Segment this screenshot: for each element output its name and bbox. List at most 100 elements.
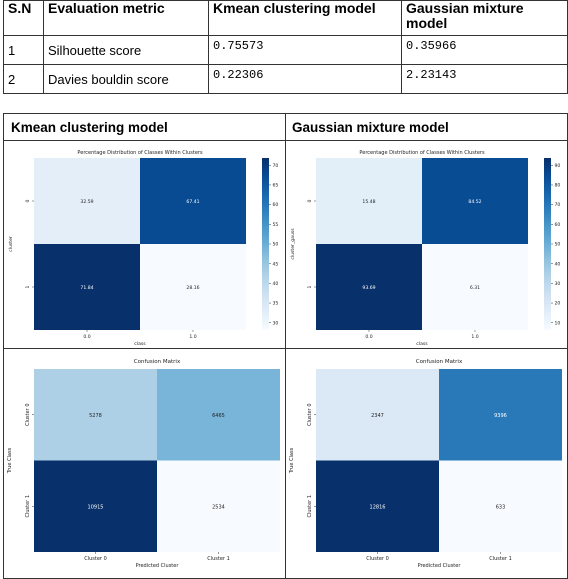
header-metric: Evaluation metric bbox=[43, 0, 209, 36]
right-panel-title: Gaussian mixture model bbox=[292, 120, 449, 135]
x-tick-label: 1.0 bbox=[471, 334, 478, 340]
row-sn: 2 bbox=[3, 64, 44, 94]
x-axis-label: class bbox=[134, 341, 146, 347]
x-axis-label: Predicted Cluster bbox=[136, 563, 180, 569]
kmean-confusion-matrix: Confusion Matrix 5278 6465 10915 2534 Cluster… bbox=[4, 349, 285, 578]
cell-value-label: 2347 bbox=[371, 413, 384, 419]
colorbar-tick-label: 80 bbox=[555, 183, 561, 189]
heatmap-title: Confusion Matrix bbox=[416, 359, 463, 365]
table-header-row: S.N Evaluation metric Kmean clustering m… bbox=[3, 0, 568, 36]
heatmap-cell bbox=[140, 158, 246, 244]
cell-value-label: 6.31 bbox=[470, 285, 480, 291]
colorbar-tick-label: 35 bbox=[273, 301, 279, 307]
gmm-percentage-heatmap: Percentage Distribution of Classes Withi… bbox=[286, 141, 567, 348]
row-metric: Silhouette score bbox=[43, 35, 209, 65]
cell-value-label: 12816 bbox=[370, 504, 386, 510]
heatmap-cell bbox=[439, 369, 562, 461]
y-tick-label: Cluster 0 bbox=[307, 403, 313, 426]
colorbar bbox=[262, 158, 269, 330]
cell-value-label: 6465 bbox=[212, 413, 225, 419]
colorbar-tick-label: 65 bbox=[273, 183, 279, 189]
row-sn: 1 bbox=[3, 35, 44, 65]
y-tick-label: 0 bbox=[25, 199, 31, 202]
heatmap-cell bbox=[34, 244, 140, 330]
heatmap-cell bbox=[157, 460, 280, 552]
y-tick-label: 1 bbox=[25, 285, 31, 288]
cell-value-label: 10915 bbox=[88, 504, 104, 510]
y-axis-label: cluster_gauss bbox=[290, 228, 296, 260]
cell-value-label: 84.52 bbox=[468, 199, 481, 205]
table-row: 2 Davies bouldin score 0.22306 2.23143 bbox=[3, 64, 568, 94]
row-gmm-value: 2.23143 bbox=[401, 64, 568, 94]
heatmap-svg: Confusion Matrix 5278 6465 10915 2534 Cluster… bbox=[7, 359, 280, 569]
cell-value-label: 28.16 bbox=[186, 285, 199, 291]
cell-value-label: 93.69 bbox=[362, 285, 375, 291]
cell-value-label: 32.59 bbox=[80, 199, 93, 205]
y-axis-label: True Class bbox=[289, 447, 295, 474]
heatmap-svg: Confusion Matrix 2347 9396 12816 633 Cluster … bbox=[289, 359, 562, 569]
colorbar-tick-label: 40 bbox=[273, 281, 279, 287]
cell-value-label: 71.84 bbox=[80, 285, 93, 291]
header-gmm: Gaussian mixture model bbox=[401, 0, 568, 36]
evaluation-metrics-table: S.N Evaluation metric Kmean clustering m… bbox=[3, 0, 568, 94]
heatmap-cell bbox=[316, 460, 439, 552]
colorbar-tick-label: 50 bbox=[273, 242, 279, 248]
y-axis-label: True Class bbox=[7, 447, 13, 474]
x-axis-label: class bbox=[416, 341, 428, 347]
x-tick-label: Cluster 1 bbox=[489, 556, 512, 562]
heatmap-cell bbox=[34, 369, 157, 461]
y-tick-label: 0 bbox=[307, 199, 313, 202]
colorbar bbox=[544, 158, 551, 330]
y-tick-label: Cluster 0 bbox=[25, 403, 31, 426]
colorbar-tick-label: 40 bbox=[555, 261, 561, 267]
colorbar-tick-label: 10 bbox=[555, 320, 561, 326]
heatmap-cell bbox=[316, 369, 439, 461]
left-panel-title: Kmean clustering model bbox=[11, 120, 168, 135]
y-tick-label: 1 bbox=[307, 285, 313, 288]
heatmap-svg: Percentage Distribution of Classes Withi… bbox=[290, 150, 561, 347]
figure-grid: Kmean clustering model Gaussian mixture … bbox=[3, 113, 568, 579]
heatmap-cell bbox=[422, 244, 528, 330]
colorbar-tick-label: 45 bbox=[273, 261, 279, 267]
row-kmean-value: 0.22306 bbox=[208, 64, 402, 94]
heatmap-svg: Percentage Distribution of Classes Withi… bbox=[8, 150, 279, 347]
cell-value-label: 9396 bbox=[494, 413, 507, 419]
cell-value-label: 15.48 bbox=[362, 199, 375, 205]
row-gmm-value: 0.35966 bbox=[401, 35, 568, 65]
cell-value-label: 67.41 bbox=[186, 199, 199, 205]
colorbar-tick-label: 70 bbox=[555, 202, 561, 208]
cell-value-label: 633 bbox=[496, 504, 506, 510]
cell-value-label: 5278 bbox=[89, 413, 102, 419]
colorbar-tick-label: 55 bbox=[273, 222, 279, 228]
kmean-percentage-heatmap: Percentage Distribution of Classes Withi… bbox=[4, 141, 285, 348]
colorbar-tick-label: 90 bbox=[555, 163, 561, 169]
row-kmean-value: 0.75573 bbox=[208, 35, 402, 65]
colorbar-tick-label: 20 bbox=[555, 301, 561, 307]
y-axis-label: cluster bbox=[8, 236, 14, 252]
colorbar-tick-label: 70 bbox=[273, 163, 279, 169]
row-metric: Davies bouldin score bbox=[43, 64, 209, 94]
heatmap-title: Confusion Matrix bbox=[134, 359, 181, 365]
x-tick-label: Cluster 1 bbox=[207, 556, 230, 562]
heatmap-title: Percentage Distribution of Classes Withi… bbox=[77, 150, 203, 156]
gmm-confusion-matrix: Confusion Matrix 2347 9396 12816 633 Cluster … bbox=[286, 349, 567, 578]
cell-value-label: 2534 bbox=[212, 504, 225, 510]
colorbar-tick-label: 30 bbox=[273, 320, 279, 326]
heatmap-title: Percentage Distribution of Classes Withi… bbox=[359, 150, 485, 156]
x-axis-label: Predicted Cluster bbox=[418, 563, 462, 569]
heatmap-cell bbox=[140, 244, 246, 330]
x-tick-label: 0.0 bbox=[365, 334, 372, 340]
table-row: 1 Silhouette score 0.75573 0.35966 bbox=[3, 35, 568, 65]
heatmap-cell bbox=[157, 369, 280, 461]
colorbar-tick-label: 50 bbox=[555, 242, 561, 248]
heatmap-cell bbox=[316, 244, 422, 330]
y-tick-label: Cluster 1 bbox=[25, 495, 31, 518]
header-kmean: Kmean clustering model bbox=[208, 0, 402, 36]
heatmap-cell bbox=[439, 460, 562, 552]
colorbar-tick-label: 60 bbox=[273, 202, 279, 208]
header-sn: S.N bbox=[3, 0, 44, 36]
colorbar-tick-label: 60 bbox=[555, 222, 561, 228]
x-tick-label: 0.0 bbox=[83, 334, 90, 340]
heatmap-cell bbox=[34, 460, 157, 552]
y-tick-label: Cluster 1 bbox=[307, 495, 313, 518]
